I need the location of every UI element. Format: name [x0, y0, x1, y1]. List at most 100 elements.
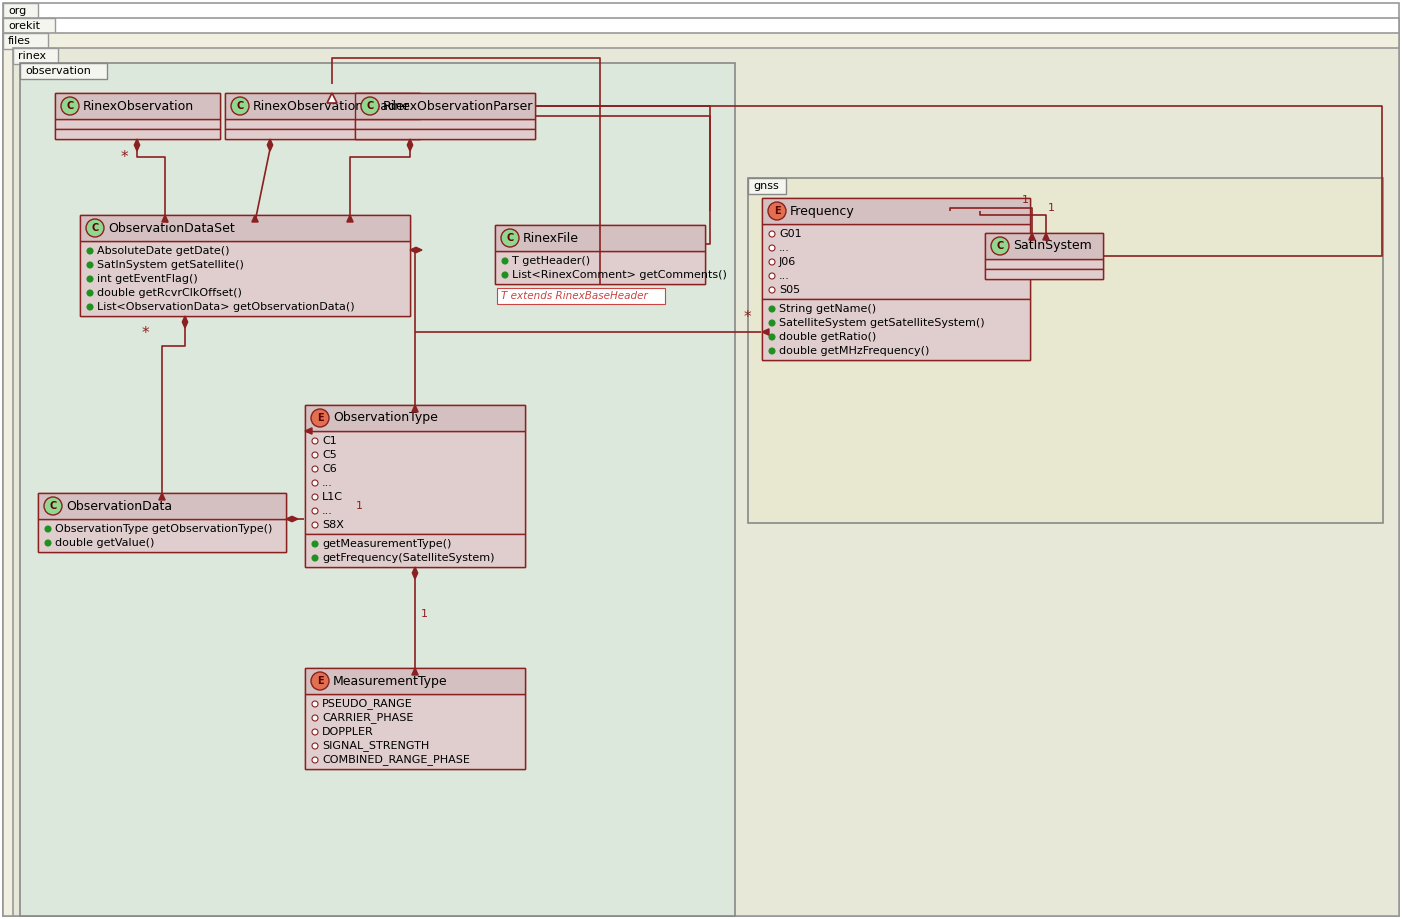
Circle shape: [770, 320, 775, 326]
Circle shape: [360, 97, 379, 115]
Text: C6: C6: [322, 464, 336, 474]
Circle shape: [45, 540, 50, 546]
Text: org: org: [8, 6, 27, 16]
Text: J06: J06: [780, 257, 796, 267]
Text: 1: 1: [421, 609, 428, 619]
Text: S05: S05: [780, 285, 801, 295]
Circle shape: [313, 452, 318, 458]
Bar: [355, 93, 536, 119]
Text: RinexObservation: RinexObservation: [83, 99, 193, 112]
Text: COMBINED_RANGE_PHASE: COMBINED_RANGE_PHASE: [322, 754, 470, 766]
Polygon shape: [763, 329, 770, 335]
Polygon shape: [306, 428, 313, 434]
Bar: [55, 93, 220, 119]
Bar: [20, 63, 735, 916]
Bar: [306, 405, 524, 567]
Polygon shape: [268, 139, 273, 151]
Bar: [224, 119, 421, 129]
Text: getFrequency(SatelliteSystem): getFrequency(SatelliteSystem): [322, 553, 495, 563]
Text: ...: ...: [322, 478, 332, 488]
Text: S8X: S8X: [322, 520, 343, 530]
Bar: [38, 493, 286, 552]
Text: C: C: [49, 501, 56, 511]
Circle shape: [770, 245, 775, 251]
Bar: [306, 668, 524, 769]
Text: E: E: [774, 206, 781, 216]
Text: observation: observation: [25, 66, 91, 76]
Circle shape: [311, 409, 329, 427]
Text: files: files: [8, 36, 31, 46]
Text: gnss: gnss: [753, 181, 778, 191]
Bar: [55, 119, 220, 129]
Circle shape: [87, 248, 93, 254]
Text: RinexObservationHeader: RinexObservationHeader: [252, 99, 409, 112]
Bar: [749, 178, 787, 194]
Bar: [986, 233, 1103, 259]
Text: C: C: [506, 233, 513, 243]
Circle shape: [502, 258, 508, 264]
Polygon shape: [252, 215, 258, 222]
Circle shape: [502, 272, 508, 278]
Bar: [986, 259, 1103, 269]
Circle shape: [313, 480, 318, 486]
Circle shape: [62, 97, 79, 115]
Bar: [355, 93, 536, 139]
Circle shape: [991, 237, 1009, 255]
Text: SatInSystem: SatInSystem: [1014, 240, 1092, 253]
Bar: [355, 119, 536, 129]
Circle shape: [770, 287, 775, 293]
Text: AbsoluteDate getDate(): AbsoluteDate getDate(): [97, 246, 230, 256]
Bar: [306, 694, 524, 769]
Circle shape: [770, 334, 775, 340]
Bar: [306, 405, 524, 431]
Circle shape: [770, 306, 775, 312]
Bar: [3, 18, 55, 34]
Text: SatelliteSystem getSatelliteSystem(): SatelliteSystem getSatelliteSystem(): [780, 318, 984, 328]
Text: T extends RinexBaseHeader: T extends RinexBaseHeader: [501, 291, 648, 301]
Text: ObservationType getObservationType(): ObservationType getObservationType(): [55, 524, 272, 534]
Polygon shape: [327, 93, 336, 103]
Text: double getRatio(): double getRatio(): [780, 332, 876, 342]
Text: getMeasurementType(): getMeasurementType(): [322, 539, 451, 549]
Bar: [13, 48, 57, 64]
Text: C: C: [237, 101, 244, 111]
Text: 1: 1: [356, 501, 363, 511]
Polygon shape: [1043, 233, 1049, 240]
Text: C: C: [91, 223, 98, 233]
Circle shape: [86, 219, 104, 237]
Bar: [306, 431, 524, 534]
Polygon shape: [182, 316, 188, 328]
Text: orekit: orekit: [8, 21, 41, 31]
Text: SatInSystem getSatellite(): SatInSystem getSatellite(): [97, 260, 244, 270]
Text: double getMHzFrequency(): double getMHzFrequency(): [780, 346, 930, 356]
Bar: [20, 63, 107, 79]
Circle shape: [313, 701, 318, 707]
Text: G01: G01: [780, 229, 802, 239]
Polygon shape: [1029, 233, 1035, 240]
Text: RinexFile: RinexFile: [523, 232, 579, 244]
Bar: [3, 33, 48, 49]
Circle shape: [87, 290, 93, 296]
Bar: [55, 129, 220, 139]
Bar: [355, 129, 536, 139]
Text: ObservationDataSet: ObservationDataSet: [108, 221, 234, 234]
Text: ...: ...: [780, 243, 789, 253]
Bar: [306, 534, 524, 567]
Circle shape: [87, 304, 93, 310]
Circle shape: [313, 522, 318, 528]
Circle shape: [87, 262, 93, 268]
Text: double getRcvrClkOffset(): double getRcvrClkOffset(): [97, 288, 243, 298]
Polygon shape: [346, 215, 353, 222]
Bar: [80, 241, 409, 316]
Text: C: C: [66, 101, 74, 111]
Text: ObservationType: ObservationType: [334, 412, 437, 425]
Text: ObservationData: ObservationData: [66, 500, 172, 513]
Bar: [224, 93, 421, 139]
Text: T getHeader(): T getHeader(): [512, 256, 590, 266]
Circle shape: [313, 541, 318, 547]
Bar: [80, 215, 409, 241]
Text: String getName(): String getName(): [780, 304, 876, 314]
Bar: [986, 269, 1103, 279]
Text: ...: ...: [322, 506, 332, 516]
Polygon shape: [286, 516, 299, 522]
